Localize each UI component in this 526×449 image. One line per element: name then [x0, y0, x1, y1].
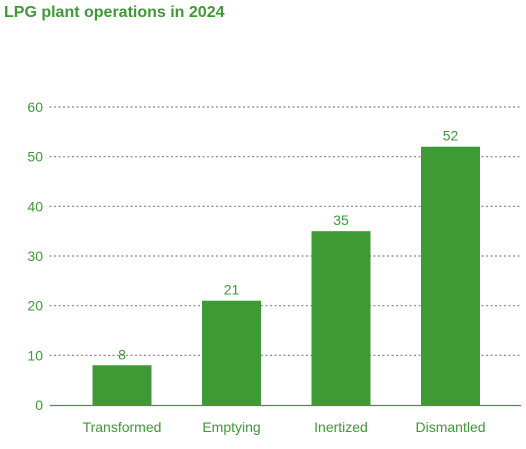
bar-dismantled	[421, 146, 480, 405]
y-tick-label: 50	[27, 149, 43, 165]
bars	[92, 146, 480, 405]
y-tick-label: 40	[27, 198, 43, 214]
bar-transformed	[92, 365, 152, 405]
y-tick-label: 10	[27, 347, 43, 363]
x-tick-label: Inertized	[314, 419, 368, 435]
x-tick-label: Transformed	[83, 419, 162, 435]
x-axis: Transformed Emptying Inertized Dismantled	[50, 404, 521, 435]
bar-emptying	[202, 300, 261, 405]
y-tick-label: 20	[27, 298, 43, 314]
data-label: 21	[224, 282, 240, 298]
x-tick-label: Emptying	[202, 419, 260, 435]
data-label: 35	[333, 212, 349, 228]
y-tick-label: 60	[27, 99, 43, 115]
y-tick-label: 30	[27, 248, 43, 264]
x-tick-label: Dismantled	[415, 419, 485, 435]
chart-title: LPG plant operations in 2024	[4, 4, 225, 21]
y-axis-tick-labels: 0 10 20 30 40 50 60	[27, 99, 43, 413]
data-label: 8	[118, 346, 126, 362]
data-labels: 8 21 35 52	[118, 128, 458, 363]
bar-inertized	[311, 231, 371, 405]
y-tick-label: 0	[35, 397, 43, 413]
data-label: 52	[443, 128, 459, 144]
